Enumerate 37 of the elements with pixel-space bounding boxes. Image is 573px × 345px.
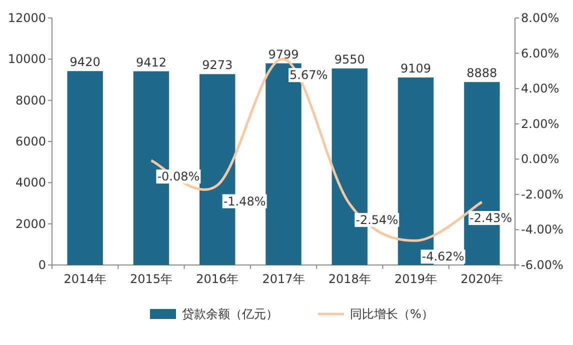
- legend-label: 同比增长（%）: [350, 307, 434, 321]
- y-tick-label: 0: [38, 258, 46, 272]
- x-tick-label: 2018年: [328, 272, 371, 286]
- data-label: -4.62%: [422, 250, 464, 264]
- y2-tick-label: 4.00%: [521, 82, 560, 96]
- y2-tick-label: -2.00%: [521, 187, 564, 202]
- data-label: -1.48%: [223, 194, 266, 208]
- x-tick-label: 2015年: [130, 272, 172, 286]
- data-label: 8888: [466, 66, 498, 80]
- y-tick-label: 4000: [15, 176, 46, 190]
- legend-label: 贷款余额（亿元）: [182, 307, 278, 321]
- y-tick-label: 10000: [8, 52, 46, 66]
- data-label: -2.54%: [356, 212, 398, 227]
- x-tick-label: 2017年: [262, 272, 305, 286]
- y2-tick-label: 8.00%: [521, 11, 560, 25]
- data-label: 9412: [136, 55, 166, 70]
- y2-tick-label: 0.00%: [521, 152, 560, 166]
- data-label: 9273: [202, 58, 233, 72]
- y2-tick-label: 6.00%: [521, 46, 560, 60]
- data-label: 9799: [268, 47, 299, 62]
- data-label: -0.08%: [157, 170, 200, 184]
- x-tick-label: 2020年: [460, 272, 504, 286]
- data-label: 9109: [400, 62, 432, 76]
- y2-tick-label: -6.00%: [521, 258, 564, 272]
- y2-tick-label: 2.00%: [521, 116, 560, 131]
- y-tick-label: 12000: [8, 11, 46, 25]
- x-tick-label: 2019年: [394, 272, 438, 286]
- y-tick-label: 8000: [15, 93, 46, 108]
- y-tick-label: 2000: [15, 216, 46, 231]
- x-tick-label: 2014年: [64, 272, 106, 286]
- data-label: 9420: [70, 55, 100, 70]
- y-tick-label: 6000: [15, 134, 46, 148]
- y2-tick-label: -4.00%: [521, 222, 564, 237]
- data-label: -2.43%: [470, 211, 512, 226]
- x-tick-label: 2016年: [196, 272, 239, 286]
- data-label: 9550: [334, 52, 365, 66]
- data-label: 5.67%: [290, 68, 328, 82]
